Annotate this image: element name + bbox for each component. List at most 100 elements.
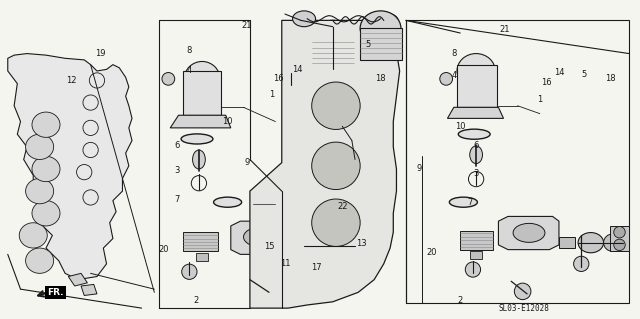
Text: 16: 16 (273, 74, 284, 83)
Ellipse shape (604, 234, 623, 251)
Text: 20: 20 (426, 248, 436, 257)
Polygon shape (196, 253, 209, 261)
Polygon shape (610, 226, 629, 251)
Text: 11: 11 (280, 259, 290, 268)
Text: 21: 21 (500, 25, 510, 34)
Text: 9: 9 (416, 165, 421, 174)
Text: 7: 7 (174, 195, 179, 204)
Text: 7: 7 (467, 198, 472, 207)
Polygon shape (231, 221, 291, 254)
Text: 14: 14 (554, 68, 564, 77)
Ellipse shape (26, 134, 54, 160)
Text: 19: 19 (95, 49, 106, 58)
Bar (457, 65, 497, 107)
Circle shape (162, 72, 175, 85)
Ellipse shape (181, 134, 213, 144)
Ellipse shape (32, 112, 60, 137)
Ellipse shape (292, 11, 316, 27)
Ellipse shape (32, 156, 60, 182)
Circle shape (83, 142, 99, 158)
Ellipse shape (470, 146, 483, 164)
Text: 21: 21 (241, 21, 252, 30)
Polygon shape (68, 273, 88, 286)
Ellipse shape (312, 82, 360, 130)
Text: 18: 18 (605, 74, 615, 83)
Circle shape (90, 73, 104, 88)
Ellipse shape (336, 238, 355, 255)
Text: 10: 10 (222, 117, 233, 126)
Text: 2: 2 (458, 296, 463, 305)
Ellipse shape (312, 199, 360, 247)
Circle shape (515, 283, 531, 300)
Ellipse shape (312, 20, 353, 55)
Text: 8: 8 (451, 49, 456, 58)
Text: 8: 8 (187, 46, 192, 55)
Ellipse shape (513, 223, 545, 242)
Text: 10: 10 (455, 122, 465, 131)
Circle shape (465, 262, 481, 277)
Ellipse shape (360, 11, 401, 46)
Polygon shape (285, 240, 301, 251)
Ellipse shape (304, 236, 330, 256)
Polygon shape (470, 251, 483, 259)
Text: 18: 18 (375, 74, 386, 83)
Text: 22: 22 (337, 203, 348, 211)
Text: 9: 9 (244, 158, 250, 167)
Circle shape (83, 120, 99, 136)
Ellipse shape (214, 197, 242, 207)
Polygon shape (250, 20, 399, 308)
Polygon shape (183, 232, 218, 251)
Polygon shape (170, 115, 231, 128)
Text: 1: 1 (537, 95, 543, 104)
Circle shape (614, 226, 625, 238)
Circle shape (333, 112, 352, 131)
Text: 5: 5 (582, 70, 587, 78)
Ellipse shape (244, 227, 275, 247)
Text: 4: 4 (451, 71, 456, 80)
Polygon shape (447, 107, 504, 118)
Circle shape (286, 74, 296, 84)
Text: SL03-E12028: SL03-E12028 (499, 304, 549, 313)
Ellipse shape (193, 150, 205, 169)
Polygon shape (8, 54, 132, 280)
Polygon shape (559, 237, 575, 248)
Text: 14: 14 (292, 65, 303, 74)
Text: 6: 6 (174, 141, 179, 150)
Ellipse shape (457, 54, 495, 88)
Ellipse shape (578, 233, 604, 253)
Bar (360, 28, 401, 60)
Polygon shape (499, 216, 559, 250)
Circle shape (258, 283, 273, 298)
Text: 13: 13 (356, 239, 367, 248)
Text: 16: 16 (541, 78, 552, 86)
Ellipse shape (19, 223, 47, 248)
Text: 5: 5 (365, 40, 371, 48)
Text: 1: 1 (269, 90, 275, 99)
Circle shape (573, 256, 589, 271)
Circle shape (83, 95, 99, 110)
Text: 12: 12 (66, 76, 77, 85)
Circle shape (614, 239, 625, 251)
Circle shape (77, 165, 92, 180)
Ellipse shape (26, 248, 54, 273)
Text: 3: 3 (174, 166, 179, 175)
Text: 3: 3 (474, 169, 479, 178)
Circle shape (83, 190, 99, 205)
Polygon shape (81, 285, 97, 295)
Ellipse shape (312, 142, 360, 189)
Polygon shape (460, 231, 493, 250)
Text: 17: 17 (312, 263, 322, 271)
Text: 6: 6 (474, 141, 479, 150)
Polygon shape (291, 50, 317, 68)
Bar (312, 38, 354, 69)
Ellipse shape (458, 129, 490, 139)
Circle shape (182, 264, 197, 279)
Ellipse shape (449, 197, 477, 207)
Ellipse shape (376, 13, 398, 29)
Circle shape (440, 72, 452, 85)
Ellipse shape (32, 201, 60, 226)
Bar (183, 71, 221, 115)
Ellipse shape (26, 178, 54, 204)
Text: 4: 4 (187, 66, 192, 76)
Text: 15: 15 (264, 242, 275, 251)
